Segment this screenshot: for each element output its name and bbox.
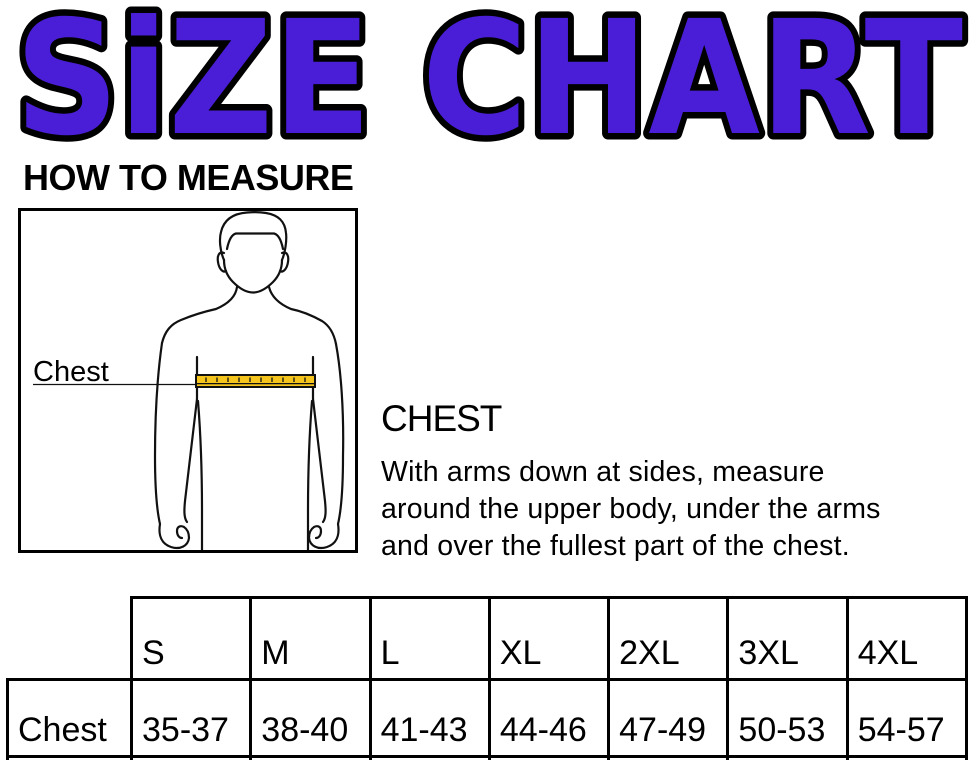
figure-torso-right <box>306 399 314 550</box>
measuring-tape-band <box>195 374 316 388</box>
clipped-table-row <box>6 755 969 760</box>
figure-hair <box>218 211 288 262</box>
page-title: SiZE CHART <box>15 0 963 152</box>
figure-left-arm <box>153 341 191 550</box>
measuring-tape <box>195 374 316 388</box>
instruction-line: around the upper body, under the arms <box>381 493 881 525</box>
figure-neck-right <box>267 285 338 346</box>
figure-right-inner-arm <box>311 397 327 524</box>
figure-hairline <box>225 232 285 251</box>
instruction-line: and over the fullest part of the chest. <box>381 530 850 562</box>
size-column-header: XL <box>487 596 611 681</box>
instruction-line: With arms down at sides, measure <box>381 456 825 488</box>
figure-neck-left <box>160 285 239 345</box>
chest-value-cell: 44-46 <box>487 678 611 758</box>
chest-value-cell: 35-37 <box>129 678 253 758</box>
table-blank-cell <box>8 598 132 680</box>
chest-value-cell: 38-40 <box>249 678 372 758</box>
chest-diagram-label: Chest <box>33 356 109 388</box>
chest-measure-instructions: With arms down at sides, measure around … <box>381 454 971 565</box>
chest-value-cell: 54-57 <box>845 678 969 758</box>
figure-right-ear <box>278 251 290 273</box>
chest-values-row: Chest 35-37 38-40 41-43 44-46 47-49 50-5… <box>6 678 969 758</box>
chest-row-header: Chest <box>6 678 133 758</box>
size-column-header: M <box>249 596 372 681</box>
chest-value-cell: 50-53 <box>726 678 849 758</box>
size-table: S M L XL 2XL 3XL 4XL Chest 35-37 38-40 4… <box>6 596 969 760</box>
size-column-header: 3XL <box>726 596 849 681</box>
figure-right-arm <box>307 342 345 550</box>
figure-face <box>222 258 284 294</box>
chest-section-heading: CHEST <box>381 398 502 439</box>
male-torso-illustration: Chest <box>33 211 345 550</box>
how-to-measure-heading: HOW TO MEASURE <box>23 157 354 198</box>
figure-left-inner-arm <box>183 397 199 524</box>
chest-value-cell: 47-49 <box>607 678 730 758</box>
page-title-graphic: SiZE CHART <box>9 0 970 152</box>
size-column-header: 4XL <box>845 596 969 681</box>
measurement-figure-box: Chest <box>18 208 358 553</box>
chest-value-cell: 41-43 <box>368 678 491 758</box>
size-header-row: S M L XL 2XL 3XL 4XL <box>8 596 969 681</box>
figure-left-ear <box>216 251 228 273</box>
size-column-header: S <box>129 596 253 681</box>
measuring-tape-ticks <box>205 377 306 382</box>
chest-description-section: CHEST With arms down at sides, measure a… <box>381 398 971 565</box>
figure-torso-left <box>196 399 204 550</box>
size-column-header: L <box>368 596 491 681</box>
size-column-header: 2XL <box>607 596 730 681</box>
